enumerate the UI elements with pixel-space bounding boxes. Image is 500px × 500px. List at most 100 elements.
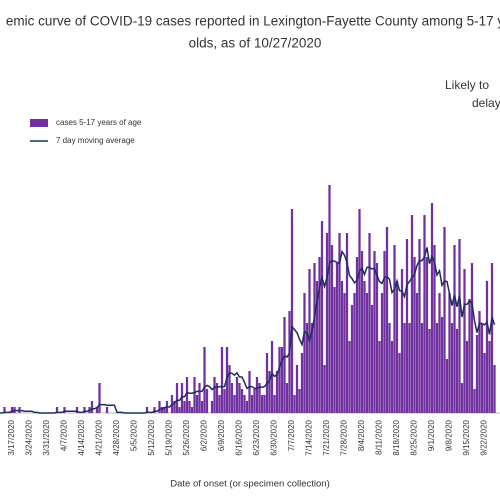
- bar: [325, 233, 329, 413]
- bar: [380, 293, 384, 413]
- legend-label: 7 day moving average: [56, 136, 135, 145]
- bar: [433, 245, 436, 413]
- bar: [485, 281, 489, 413]
- bar: [223, 389, 226, 413]
- bar: [323, 365, 326, 413]
- bar: [468, 299, 471, 413]
- bar: [408, 323, 411, 413]
- bar: [340, 281, 344, 413]
- bar: [320, 221, 324, 413]
- bar: [368, 233, 371, 413]
- bar: [153, 407, 156, 413]
- bar: [345, 233, 349, 413]
- bar: [430, 203, 434, 413]
- chart-title: emic curve of COVID-19 cases reported in…: [6, 14, 500, 29]
- bar: [75, 407, 79, 413]
- bar: [313, 263, 316, 413]
- bar: [473, 389, 476, 413]
- bar: [300, 353, 304, 413]
- x-tick-label: 3/24/2020: [25, 419, 34, 455]
- bar: [158, 401, 161, 413]
- moving-average-line: [0, 247, 496, 414]
- bar: [90, 401, 94, 413]
- bar: [3, 407, 6, 413]
- x-tick-label: 8/25/2020: [410, 419, 419, 455]
- bar: [298, 389, 301, 413]
- x-tick-label: 4/28/2020: [112, 419, 121, 455]
- bar: [378, 341, 381, 413]
- bar: [448, 293, 451, 413]
- bar: [193, 377, 196, 413]
- x-tick-label: 7/7/2020: [287, 419, 296, 451]
- bar: [338, 233, 341, 413]
- bar: [360, 251, 364, 413]
- bar: [460, 383, 464, 413]
- bar: [435, 323, 439, 413]
- bar: [98, 383, 101, 413]
- bar: [63, 407, 66, 413]
- bar: [333, 287, 336, 413]
- bar: [475, 335, 479, 413]
- legend-swatch: [30, 119, 48, 127]
- bar: [190, 407, 194, 413]
- bar: [198, 383, 201, 413]
- x-tick-label: 5/12/2020: [147, 419, 156, 455]
- bar: [405, 239, 409, 413]
- bar: [255, 377, 259, 413]
- bar: [288, 311, 291, 413]
- bar: [375, 263, 379, 413]
- bar: [455, 329, 459, 413]
- bar: [185, 377, 189, 413]
- bar: [440, 317, 444, 413]
- bar: [230, 383, 234, 413]
- bar: [463, 269, 466, 413]
- bar: [445, 359, 449, 413]
- bar: [425, 257, 429, 413]
- bar: [490, 263, 494, 413]
- bar: [383, 251, 386, 413]
- x-tick-label: 3/17/2020: [7, 419, 16, 455]
- legend-label: cases 5-17 years of age: [56, 118, 142, 127]
- bar: [385, 227, 389, 413]
- bar: [220, 347, 224, 413]
- bar: [240, 389, 244, 413]
- bar: [218, 395, 221, 413]
- bar: [363, 281, 366, 413]
- bar: [418, 239, 421, 413]
- bar: [470, 263, 474, 413]
- x-tick-label: 5/19/2020: [165, 419, 174, 455]
- bar: [398, 353, 401, 413]
- bar: [290, 209, 294, 413]
- x-tick-label: 9/8/2020: [445, 419, 454, 451]
- bar: [273, 395, 276, 413]
- bar: [355, 257, 359, 413]
- bar: [403, 323, 406, 413]
- bar: [295, 365, 299, 413]
- bar: [410, 215, 414, 413]
- bar: [268, 371, 271, 413]
- bar: [188, 401, 191, 413]
- bar: [55, 407, 59, 413]
- bar: [348, 341, 351, 413]
- bar: [358, 209, 361, 413]
- bar: [465, 341, 469, 413]
- bar: [260, 395, 264, 413]
- bar: [243, 395, 246, 413]
- bar: [423, 215, 426, 413]
- bar: [428, 329, 431, 413]
- x-tick-label: 5/26/2020: [182, 419, 191, 455]
- bar: [195, 395, 199, 413]
- bar: [253, 389, 256, 413]
- bar: [293, 395, 296, 413]
- chart-title: olds, as of 10/27/2020: [189, 36, 322, 51]
- bar: [400, 269, 404, 413]
- x-tick-label: 6/9/2020: [217, 419, 226, 451]
- x-tick-label: 7/14/2020: [305, 419, 314, 455]
- bar: [390, 341, 394, 413]
- bar: [200, 401, 204, 413]
- bar: [413, 257, 416, 413]
- bar: [263, 395, 266, 413]
- bar: [493, 365, 496, 413]
- x-tick-label: 6/30/2020: [270, 419, 279, 455]
- bar: [145, 407, 149, 413]
